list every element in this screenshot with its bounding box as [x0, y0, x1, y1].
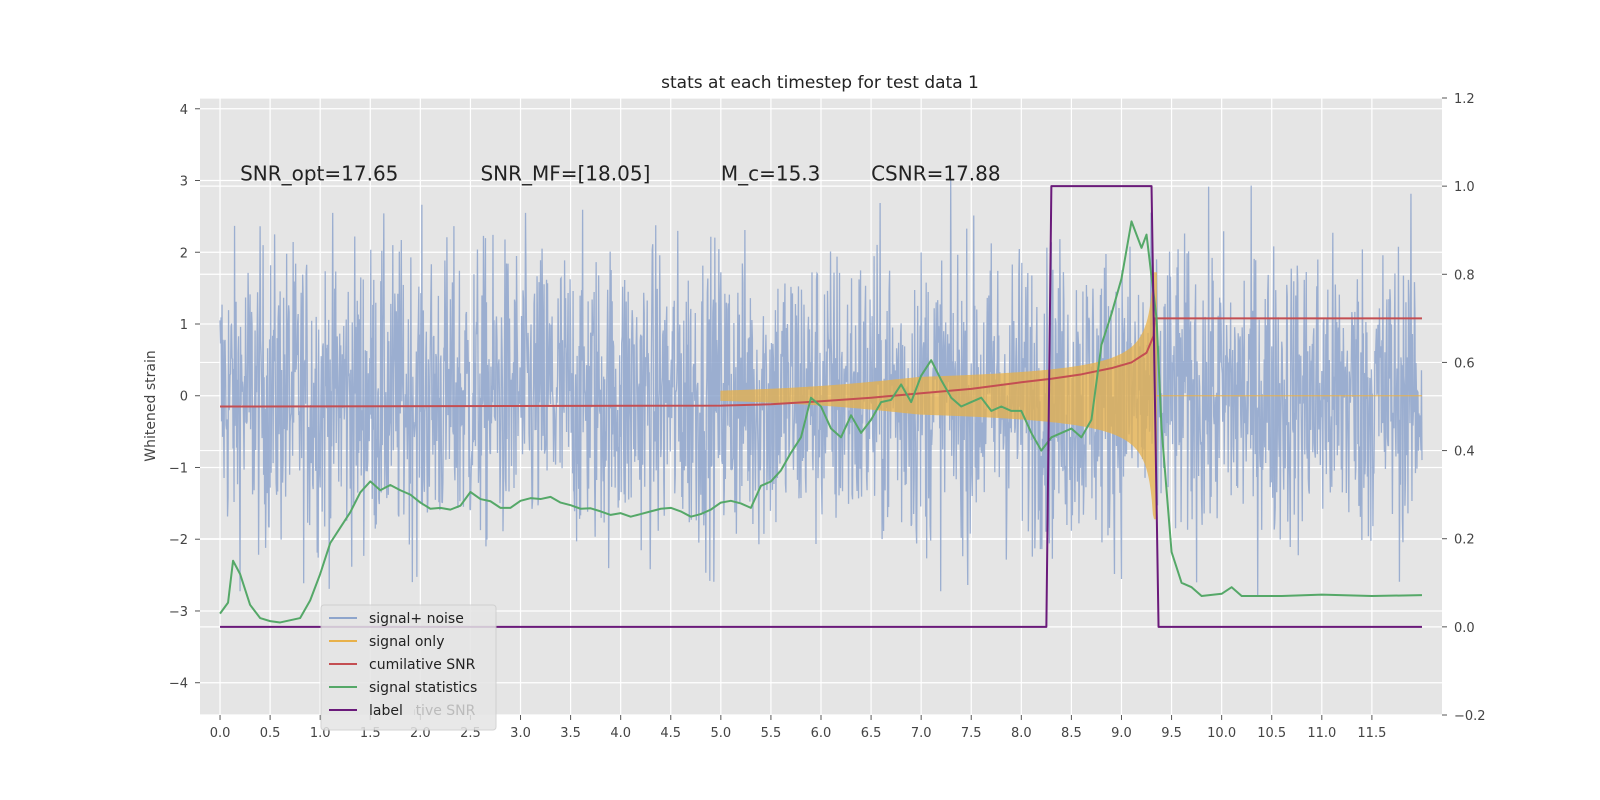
y-tick-label: 2: [180, 246, 188, 261]
y-tick-label: −1: [169, 461, 188, 476]
x-tick-label: 8.5: [1061, 726, 1082, 741]
x-tick-label: 9.5: [1161, 726, 1182, 741]
annotations: SNR_opt=17.65 SNR_MF=[18.05] M_c=15.3 CSNR=…: [240, 162, 1001, 186]
annotation-text: M_c=15.3: [721, 162, 821, 186]
y2-tick-label: 0.0: [1454, 621, 1475, 636]
y2-tick-label: 0.8: [1454, 268, 1475, 283]
y-tick-label: 0: [180, 390, 188, 405]
y-tick-label: 3: [180, 175, 188, 190]
x-tick-label: 9.0: [1111, 726, 1132, 741]
x-tick-label: 7.0: [911, 726, 932, 741]
y-tick-label: −2: [169, 533, 188, 548]
chart-title: stats at each timestep for test data 1: [661, 73, 979, 93]
y2-tick-label: 0.2: [1454, 533, 1475, 548]
x-tick-label: 10.0: [1207, 726, 1236, 741]
x-tick-label: 11.0: [1307, 726, 1336, 741]
plot-area: [219, 178, 1423, 628]
annotation-text: SNR_MF=[18.05]: [480, 162, 650, 186]
y2-tick-label: 0.6: [1454, 356, 1475, 371]
series-signal-statistics: [219, 220, 1422, 624]
y-tick-label: 4: [180, 103, 188, 118]
legend-label: label: [369, 703, 403, 719]
x-tick-label: 8.0: [1011, 726, 1032, 741]
series-label: [220, 185, 1422, 628]
y2-tick-label: 0.4: [1454, 445, 1475, 460]
x-tick-label: 3.0: [510, 726, 531, 741]
x-tick-label: 0.0: [210, 726, 231, 741]
x-tick-label: 3.5: [560, 726, 581, 741]
x-tick-label: 10.5: [1257, 726, 1286, 741]
x-tick-label: 5.0: [710, 726, 731, 741]
y-tick-label: −4: [169, 677, 188, 692]
legend-label: signal+ noise: [369, 611, 464, 627]
legend: signal+ noise signal only cumilative SNR si…: [320, 604, 497, 731]
y2-tick-label: −0.2: [1454, 709, 1486, 724]
legend-label: signal statistics: [369, 680, 477, 696]
y2-tick-label: 1.2: [1454, 92, 1475, 107]
legend-label: signal only: [369, 634, 444, 650]
legend-box: [320, 604, 497, 731]
x-tick-label: 4.0: [610, 726, 631, 741]
y-axis-label: Whitened strain: [143, 350, 159, 461]
x-tick-label: 4.5: [660, 726, 681, 741]
annotation-text: SNR_opt=17.65: [240, 162, 398, 186]
x-tick-label: 0.5: [260, 726, 281, 741]
x-tick-label: 6.0: [811, 726, 832, 741]
x-tick-label: 7.5: [961, 726, 982, 741]
x-tick-label: 6.5: [861, 726, 882, 741]
y2-tick-label: 1.0: [1454, 180, 1475, 195]
x-tick-label: 11.5: [1357, 726, 1386, 741]
y-tick-label: −3: [169, 605, 188, 620]
y-tick-label: 1: [180, 318, 188, 333]
x-tick-label: 5.5: [761, 726, 782, 741]
annotation-text: CSNR=17.88: [871, 162, 1001, 186]
legend-label: cumilative SNR: [369, 657, 476, 673]
